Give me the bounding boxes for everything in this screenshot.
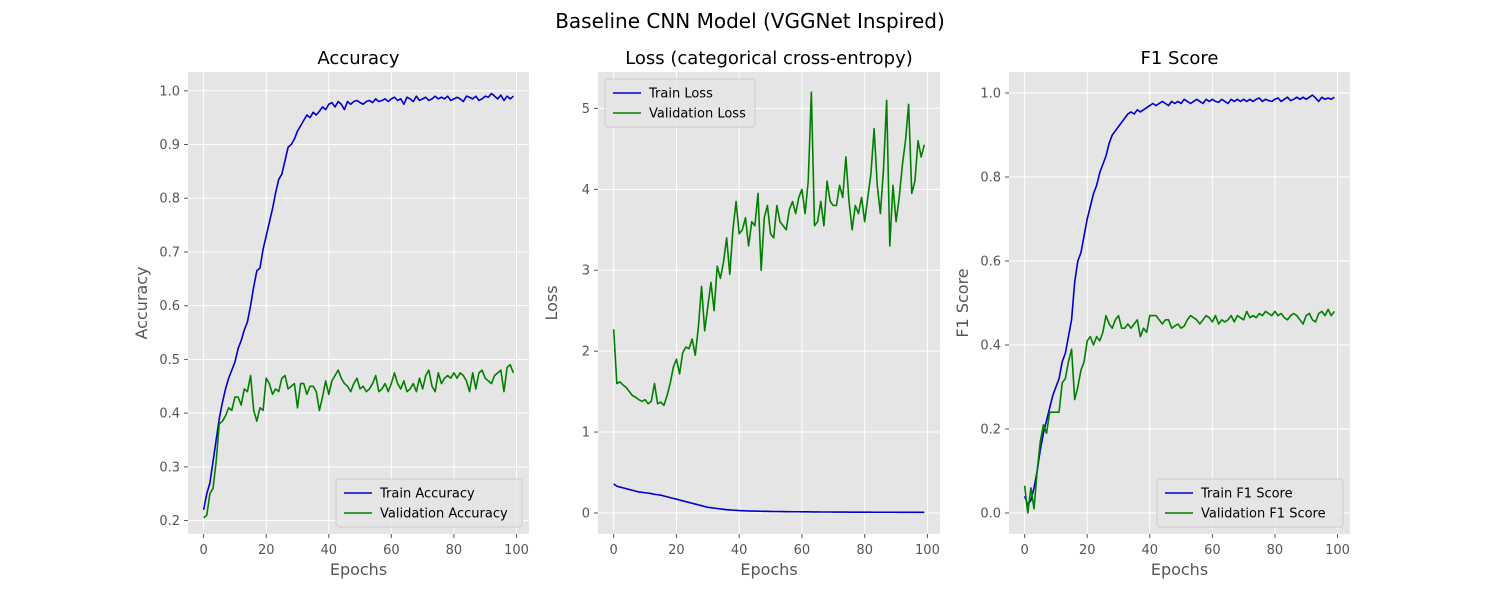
figure-title: Baseline CNN Model (VGGNet Inspired) [555, 9, 945, 33]
legend-box [1156, 478, 1344, 528]
subplots: 0 20 40 60 80 1000.20.30.40.50.60.70.80.91.0A… [132, 48, 1350, 579]
x-tick-label: 0 [1021, 543, 1029, 558]
validation-loss-line [612, 91, 926, 407]
x-tick-label: 60 [383, 543, 400, 558]
legend: Train Loss Validation Loss [604, 78, 756, 128]
x-tick-label: 40 [1142, 543, 1159, 558]
x-tick-label: 0 [610, 543, 618, 558]
validation-loss-legend-label: Validation Loss [649, 107, 746, 122]
validation-accuracy-line [203, 363, 515, 519]
y-tick-label: 0.0 [980, 507, 1001, 522]
validation-accuracy-legend-label: Validation Accuracy [380, 507, 508, 522]
subplot-title: F1 Score [1141, 48, 1219, 69]
x-axis-label: Epochs [1151, 560, 1208, 579]
y-tick-label: 3 [582, 264, 590, 279]
y-tick-label: 0.4 [980, 339, 1001, 354]
x-tick-label: 100 [504, 543, 529, 558]
validation-f1-score-line [1023, 308, 1336, 514]
x-axis-label: Epochs [740, 560, 797, 579]
subplot-1: 0 20 40 60 80 100 0.2 0.3 0.4 0.5 0.6 0.7 0.8 0.9 1.0 A… [132, 48, 529, 579]
y-tick-label: 5 [582, 102, 590, 117]
x-tick-label: 20 [258, 543, 275, 558]
x-tick-label: 100 [915, 543, 940, 558]
y-axis-label: Accuracy [132, 266, 151, 339]
x-tick-label: 0 [200, 543, 208, 558]
train-loss-legend-label: Train Loss [648, 87, 713, 102]
legend-box [335, 478, 523, 528]
x-tick-label: 80 [856, 543, 873, 558]
legend-box [604, 78, 756, 128]
y-tick-label: 0.6 [159, 299, 180, 314]
train-f1-score-line [1023, 94, 1335, 506]
y-axis-label: Loss [542, 285, 561, 320]
legend: Train Accuracy Validation Accuracy [335, 478, 523, 528]
y-tick-label: 0.6 [980, 255, 1001, 270]
y-tick-label: 0.5 [159, 353, 180, 368]
y-tick-label: 0.4 [159, 407, 180, 422]
train-f1-score-legend-label: Train F1 Score [1200, 487, 1293, 502]
y-tick-label: 0.8 [980, 171, 1001, 186]
y-tick-label: 0 [582, 506, 590, 521]
y-tick-label: 1 [582, 426, 590, 441]
subplot-3: 0 20 40 60 80 100 0.0 0.2 0.4 0.6 0.8 1.0 F1 Score Ep… [953, 48, 1350, 579]
plot-area [188, 72, 529, 534]
y-axis-label: F1 Score [953, 268, 972, 337]
subplot-title: Loss (categorical cross-entropy) [625, 48, 913, 69]
x-tick-label: 20 [1079, 543, 1096, 558]
x-tick-label: 80 [446, 543, 463, 558]
y-tick-label: 0.7 [159, 245, 180, 260]
x-tick-label: 40 [731, 543, 748, 558]
y-tick-label: 1.0 [159, 84, 180, 99]
x-tick-label: 40 [321, 543, 338, 558]
x-axis-label: Epochs [330, 560, 387, 579]
plot-area [1009, 72, 1350, 534]
x-tick-label: 60 [794, 543, 811, 558]
train-accuracy-legend-label: Train Accuracy [379, 487, 475, 502]
x-tick-label: 60 [1204, 543, 1221, 558]
legend: Train F1 Score Validation F1 Score [1156, 478, 1344, 528]
subplot-2: 0 20 40 60 80 100 0 1 2 3 4 5 Loss (categorical cros… [542, 48, 940, 579]
train-loss-line [613, 483, 925, 514]
y-tick-label: 4 [582, 183, 590, 198]
train-accuracy-line [202, 92, 514, 510]
y-tick-label: 0.8 [159, 192, 180, 207]
x-tick-label: 20 [668, 543, 685, 558]
x-tick-label: 80 [1267, 543, 1284, 558]
y-tick-label: 1.0 [980, 87, 1001, 102]
y-tick-label: 0.2 [980, 423, 1001, 438]
validation-f1-score-legend-label: Validation F1 Score [1201, 507, 1326, 522]
y-tick-label: 0.3 [159, 460, 180, 475]
subplot-title: Accuracy [317, 48, 400, 69]
y-tick-label: 2 [582, 345, 590, 360]
x-tick-label: 100 [1325, 543, 1350, 558]
plot-area [598, 72, 940, 534]
y-tick-label: 0.2 [159, 514, 180, 529]
y-tick-label: 0.9 [159, 138, 180, 153]
